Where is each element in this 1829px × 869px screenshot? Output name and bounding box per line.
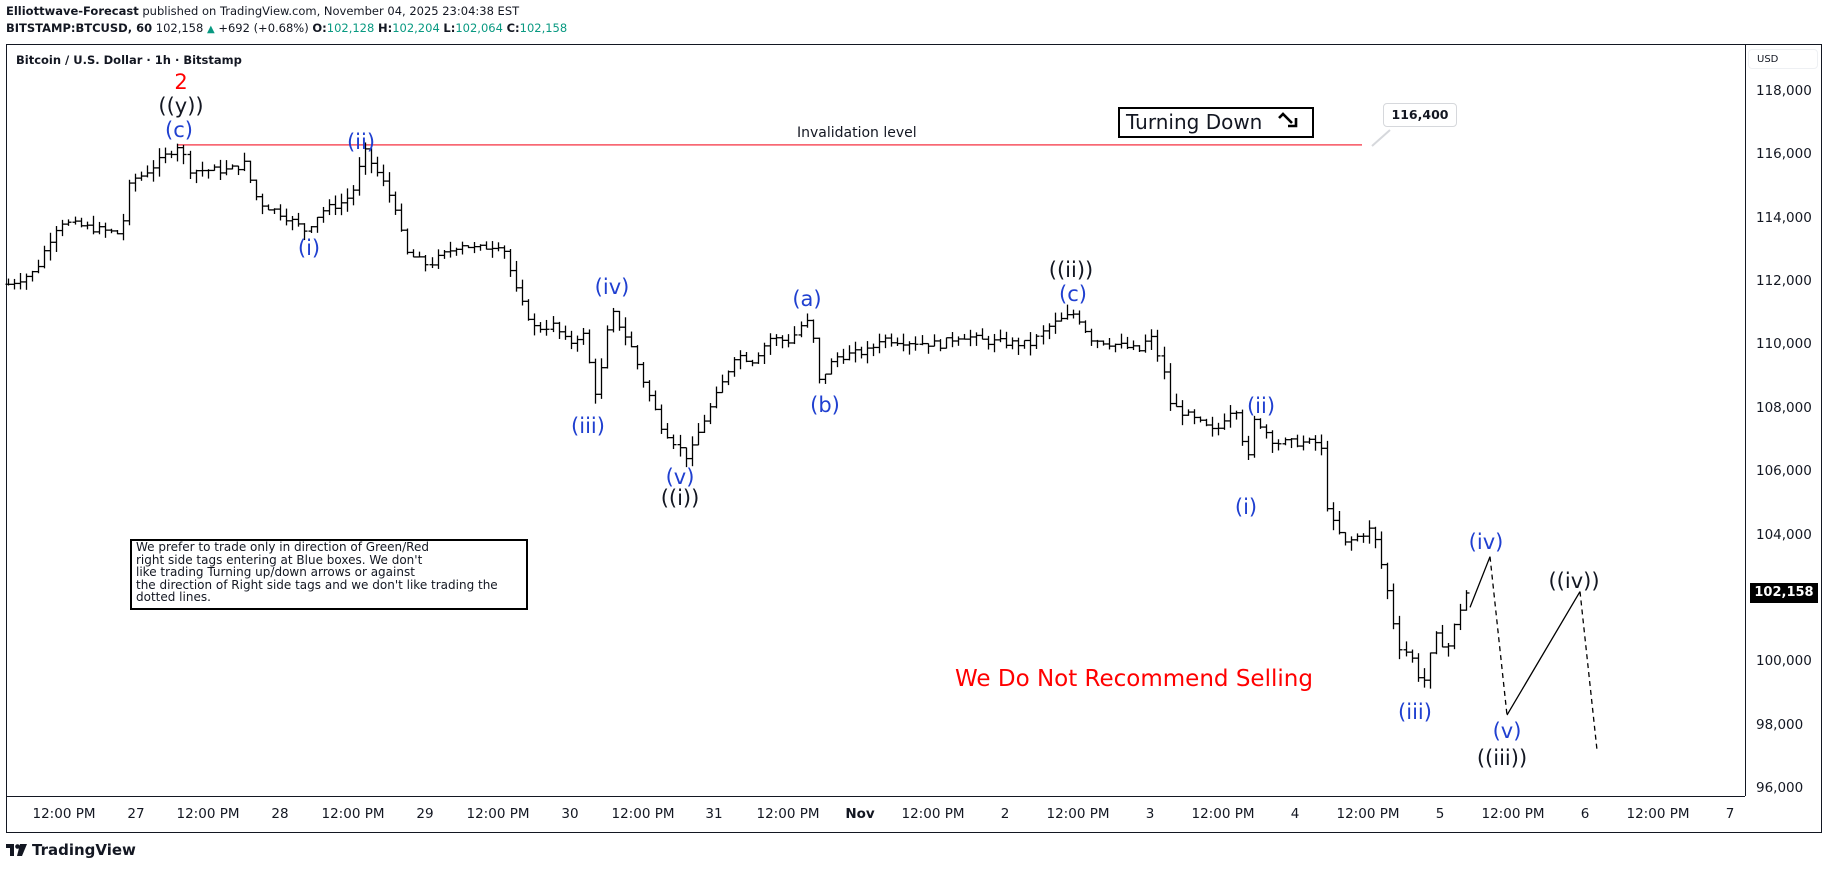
wave-label: ((y)): [158, 94, 204, 118]
price-tick: 108,000: [1756, 399, 1812, 416]
time-tick: 28: [271, 806, 289, 822]
time-tick: 3: [1145, 806, 1155, 822]
wave-label: (ii): [1246, 394, 1276, 418]
time-tick: 29: [416, 806, 434, 822]
tradingview-logo-icon: [6, 844, 27, 856]
time-tick: 12:00 PM: [1626, 806, 1690, 822]
time-tick: 12:00 PM: [611, 806, 675, 822]
high-label: H:: [377, 21, 393, 35]
disclaimer-note: We prefer to trade only in direction of …: [130, 539, 528, 610]
wave-label: ((iii)): [1476, 746, 1528, 770]
symbol-name: BITSTAMP:BTCUSD, 60: [6, 21, 153, 35]
price-tick: 100,000: [1756, 653, 1812, 670]
time-tick: 4: [1290, 806, 1300, 822]
close-label: C:: [506, 21, 520, 35]
turning-down-box: Turning Down: [1118, 107, 1314, 138]
arrow-down-right-icon: [1277, 110, 1299, 137]
time-tick: Nov: [845, 806, 875, 822]
symbol-legend: BITSTAMP:BTCUSD, 60 102,158 ▲ +692 (+0.6…: [6, 21, 567, 37]
up-triangle-icon: ▲: [206, 24, 215, 35]
turning-down-label: Turning Down: [1126, 110, 1263, 134]
last-price: 102,158: [155, 21, 204, 35]
close-value: 102,158: [519, 21, 568, 35]
price-tick: 110,000: [1756, 336, 1812, 353]
time-tick: 6: [1580, 806, 1590, 822]
time-tick: 7: [1725, 806, 1735, 822]
price-tick: 116,000: [1756, 146, 1812, 163]
tradingview-wordmark: TradingView: [32, 841, 136, 859]
time-tick: 12:00 PM: [1481, 806, 1545, 822]
wave-label: (i): [297, 236, 321, 260]
publisher-name: Elliottwave-Forecast: [6, 4, 139, 18]
wave-label: (c): [1059, 282, 1087, 306]
price-axis[interactable]: [1745, 44, 1822, 796]
wave-label: (iii): [1398, 700, 1432, 724]
wave-label: (c): [165, 118, 193, 142]
wave-label: ((ii)): [1048, 258, 1094, 282]
open-label: O:: [312, 21, 327, 35]
low-label: L:: [443, 21, 456, 35]
time-tick: 12:00 PM: [901, 806, 965, 822]
time-tick: 12:00 PM: [176, 806, 240, 822]
currency-button[interactable]: USD: [1748, 49, 1818, 69]
wave-label: (v): [665, 465, 695, 489]
wave-label: (iv): [594, 275, 630, 299]
time-tick: 2: [1000, 806, 1010, 822]
time-tick: 12:00 PM: [32, 806, 96, 822]
time-axis[interactable]: [6, 796, 1745, 833]
tradingview-logo[interactable]: TradingView: [6, 841, 136, 859]
price-change: +692 (+0.68%): [218, 21, 309, 35]
price-tick: 112,000: [1756, 273, 1812, 290]
wave-label: (v): [1492, 719, 1522, 743]
last-price-badge: 102,158: [1750, 582, 1818, 603]
price-tick: 104,000: [1756, 526, 1812, 543]
price-tick: 98,000: [1756, 716, 1804, 733]
invalidation-label: Invalidation level: [797, 125, 917, 141]
wave-label: (i): [1234, 495, 1258, 519]
time-tick: 12:00 PM: [1336, 806, 1400, 822]
high-value: 102,204: [392, 21, 440, 35]
pane-title: Bitcoin / U.S. Dollar · 1h · Bitstamp: [16, 53, 242, 67]
low-value: 102,064: [455, 21, 503, 35]
wave-label: (ii): [346, 130, 376, 154]
price-tick: 96,000: [1756, 779, 1804, 796]
time-tick: 30: [561, 806, 579, 822]
invalidation-price-callout: 116,400: [1383, 103, 1457, 127]
wave-label: (iv): [1468, 530, 1504, 554]
published-text: published on TradingView.com, November 0…: [142, 4, 520, 18]
time-tick: 12:00 PM: [1191, 806, 1255, 822]
time-tick: 12:00 PM: [321, 806, 385, 822]
publish-info: Elliottwave-Forecast published on Tradin…: [6, 4, 519, 18]
chart-frame: [6, 44, 1822, 833]
wave-label: 2: [174, 70, 188, 94]
wave-label: ((iv)): [1548, 569, 1600, 593]
price-tick: 118,000: [1756, 83, 1812, 99]
time-tick: 12:00 PM: [756, 806, 820, 822]
wave-label: (iii): [571, 414, 605, 438]
wave-label: ((i)): [660, 486, 700, 510]
no-sell-warning: We Do Not Recommend Selling: [955, 666, 1313, 692]
time-tick: 12:00 PM: [466, 806, 530, 822]
time-tick: 31: [705, 806, 723, 822]
wave-label: (a): [792, 287, 822, 311]
time-tick: 12:00 PM: [1046, 806, 1110, 822]
wave-label: (b): [810, 393, 840, 417]
time-tick: 27: [127, 806, 145, 822]
time-tick: 5: [1435, 806, 1445, 822]
open-value: 102,128: [326, 21, 375, 35]
price-tick: 106,000: [1756, 463, 1812, 480]
price-tick: 114,000: [1756, 209, 1812, 226]
